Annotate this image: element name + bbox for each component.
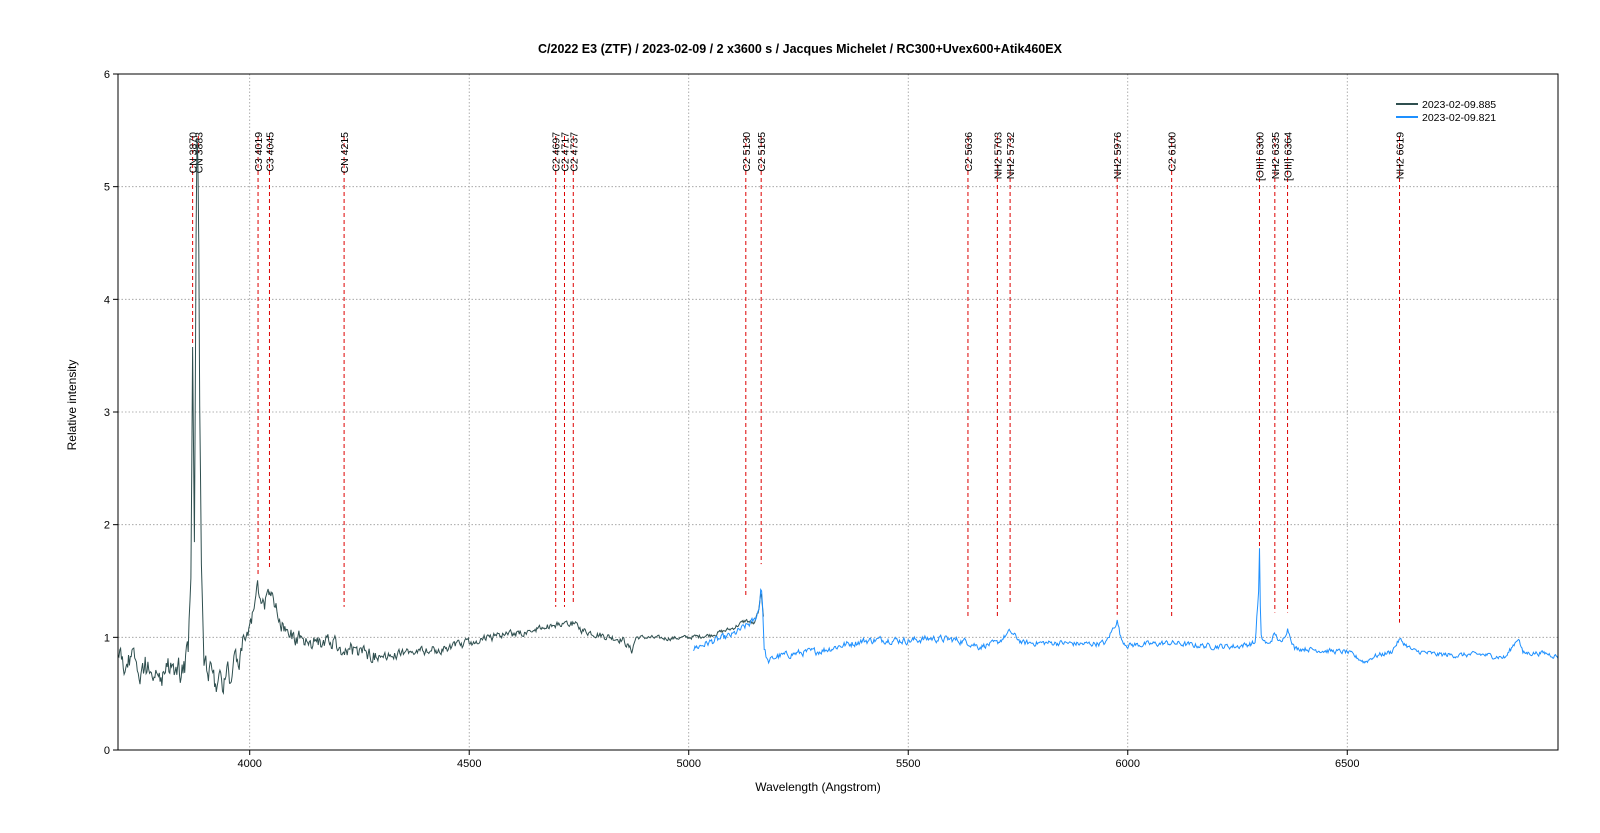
line-marker-label: C3 4019	[253, 132, 265, 172]
line-marker-label: CN 4215	[339, 132, 351, 174]
line-marker-label: C3 4045	[264, 132, 276, 172]
line-marker-label: NH2 5732	[1005, 132, 1017, 179]
axis-layer: 4000 4500 5000 5500 6000 6500 0 1 2 3 4 5 6	[104, 69, 1360, 770]
line-marker-label: [OIII] 6364	[1283, 132, 1295, 181]
x-tick-label: 4000	[237, 758, 261, 770]
y-tick-label: 3	[104, 407, 110, 419]
y-tick-label: 4	[104, 294, 110, 306]
line-marker-label: [OIII] 6300	[1254, 132, 1266, 181]
chart-title: C/2022 E3 (ZTF) / 2023-02-09 / 2 x3600 s…	[538, 42, 1063, 56]
y-tick-label: 6	[104, 69, 110, 81]
grid-layer	[118, 74, 1558, 750]
line-marker-label: C2 5130	[741, 132, 753, 172]
x-tick-label: 5500	[896, 758, 920, 770]
line-marker-label: C2 4697	[551, 132, 563, 172]
line-marker-label: C2 4737	[568, 132, 580, 172]
y-tick-label: 2	[104, 520, 110, 532]
line-marker-label: C2 5636	[963, 132, 975, 172]
x-tick-label: 6000	[1116, 758, 1140, 770]
line-marker-label: C2 5165	[756, 132, 768, 172]
y-tick-label: 0	[104, 745, 110, 757]
line-marker-label: NH2 5976	[1112, 132, 1124, 179]
line-marker-label: NH2 5703	[992, 132, 1004, 179]
y-axis-label: Relative intensity	[65, 360, 79, 451]
x-axis-label: Wavelength (Angstrom)	[755, 780, 881, 794]
line-marker-label: C2 6100	[1167, 132, 1179, 172]
x-tick-label: 5000	[676, 758, 700, 770]
line-marker-label: CN 3883	[193, 132, 205, 174]
y-tick-label: 1	[104, 632, 110, 644]
x-tick-label: 6500	[1335, 758, 1359, 770]
plot-frame	[117, 73, 1559, 751]
legend-entry: 2023-02-09.885	[1422, 99, 1496, 111]
line-marker-label: NH2 6335	[1270, 132, 1282, 179]
line-marker-label: NH2 6619	[1395, 132, 1407, 179]
legend-entry: 2023-02-09.821	[1422, 112, 1496, 124]
y-tick-label: 5	[104, 182, 110, 194]
series-layer	[117, 137, 1559, 696]
x-tick-label: 4500	[457, 758, 481, 770]
series-line	[692, 548, 1559, 665]
series-line	[117, 137, 764, 696]
line-marker-label: C2 4717	[559, 132, 571, 172]
